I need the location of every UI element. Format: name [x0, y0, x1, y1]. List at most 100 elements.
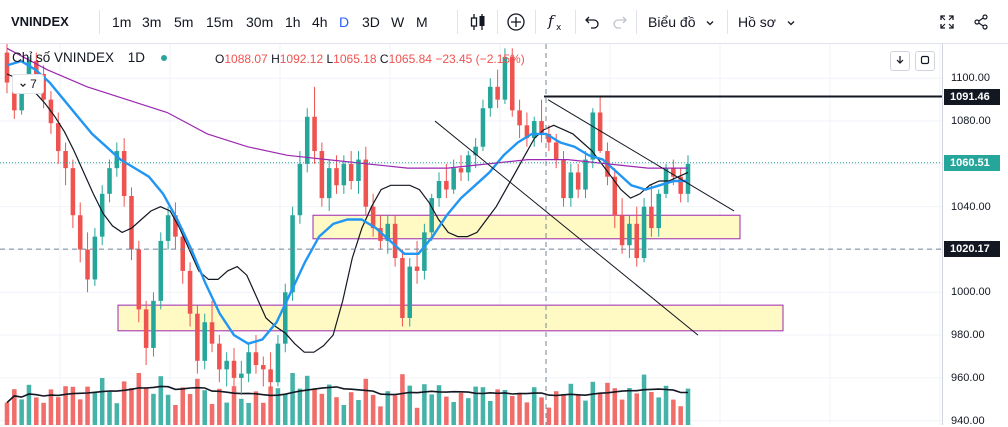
volume-bar: [546, 407, 552, 425]
volume-bar: [575, 395, 581, 425]
volume-bar: [524, 402, 530, 425]
volume-bar: [466, 398, 471, 425]
toolbar-divider: [575, 10, 576, 34]
interval-w[interactable]: W: [391, 14, 405, 30]
volume-bar: [85, 386, 90, 425]
volume-bar: [363, 378, 369, 425]
candle: [356, 159, 361, 181]
volume-bar: [34, 397, 39, 425]
volume-bar: [553, 391, 559, 425]
candle: [246, 352, 251, 374]
volume-ma-line: [6, 385, 688, 404]
volume-bar: [634, 393, 640, 425]
candle: [502, 56, 508, 100]
candle: [407, 266, 413, 318]
volume-bar: [107, 391, 112, 425]
volume-bar: [121, 381, 127, 425]
candle: [509, 56, 515, 111]
fullscreen-icon[interactable]: [936, 0, 958, 44]
indicators-collapse-button[interactable]: 7: [12, 74, 44, 94]
volume-bar: [187, 394, 193, 425]
profile-menu[interactable]: Hồ sơ: [738, 0, 796, 44]
candle: [290, 215, 295, 293]
interval-5m[interactable]: 5m: [174, 14, 194, 30]
volume-bar: [597, 393, 603, 425]
chart-type-menu[interactable]: Biểu đồ: [648, 0, 715, 44]
volume-bar: [114, 403, 120, 425]
volume-bar: [224, 402, 229, 425]
resistance-line-price-tag: 1091.46: [944, 88, 1000, 105]
chevron-down-icon: [19, 76, 27, 94]
volume-bar: [612, 388, 618, 425]
scroll-down-button[interactable]: [890, 51, 910, 71]
volume-bar: [458, 392, 464, 425]
volume-bar: [663, 385, 669, 425]
chevron-down-icon: [786, 1, 796, 45]
candle: [239, 373, 244, 378]
volume-bar: [473, 386, 478, 425]
volume-bar: [304, 375, 310, 425]
volume-bar: [239, 398, 244, 425]
interval-m[interactable]: M: [416, 14, 428, 30]
candle: [231, 360, 237, 378]
undo-icon[interactable]: [582, 0, 602, 44]
volume-bar: [671, 399, 676, 425]
volume-bar: [502, 390, 508, 425]
candle: [297, 163, 303, 216]
candle: [187, 270, 193, 314]
open-value: 1088.07: [224, 52, 268, 66]
candle: [627, 223, 632, 246]
volume-bar: [4, 402, 10, 425]
candle: [275, 343, 281, 383]
share-icon[interactable]: [970, 0, 992, 44]
volume-bar: [63, 386, 68, 425]
volume-bar: [531, 387, 537, 425]
volume-bar: [290, 373, 295, 425]
candle: [451, 168, 456, 190]
interval-3d[interactable]: 3D: [362, 14, 380, 30]
candle: [517, 110, 522, 126]
interval-1m[interactable]: 1m: [112, 14, 132, 30]
candle: [553, 142, 559, 160]
candle: [136, 249, 142, 310]
volume-bar: [173, 405, 178, 425]
reset-chart-button[interactable]: [915, 51, 935, 71]
svg-text:f: f: [547, 12, 556, 30]
profile-label: Hồ sơ: [738, 14, 776, 30]
interval-15m[interactable]: 15m: [206, 14, 234, 30]
price-tick-label: 940.00: [951, 414, 985, 427]
interval-4h[interactable]: 4h: [312, 14, 328, 30]
moving-average-line: [6, 47, 688, 169]
volume-bar: [605, 382, 610, 425]
symbol-search[interactable]: VNINDEX: [11, 14, 69, 29]
volume-bar: [378, 406, 383, 425]
candle: [99, 193, 105, 237]
toolbar-divider: [727, 10, 728, 34]
redo-icon[interactable]: [610, 0, 630, 44]
candle: [641, 206, 647, 259]
candle: [422, 232, 427, 271]
interval-30m[interactable]: 30m: [246, 14, 274, 30]
price-chart[interactable]: [0, 44, 942, 425]
candle: [656, 193, 661, 229]
chart-type-label: Biểu đồ: [648, 14, 696, 30]
candle: [77, 215, 83, 250]
candle: [158, 240, 164, 301]
interval-d[interactable]: D: [339, 14, 350, 30]
volume-bar: [129, 388, 134, 425]
candle: [378, 228, 383, 241]
volume-bar: [356, 400, 361, 425]
candle: [224, 360, 229, 370]
candle-style-icon[interactable]: [466, 0, 490, 44]
add-indicator-compare-icon[interactable]: [504, 0, 528, 44]
interval-3m[interactable]: 3m: [142, 14, 162, 30]
interval-1h[interactable]: 1h: [285, 14, 301, 30]
candle: [671, 168, 676, 177]
candle: [385, 223, 391, 241]
low-value: 1065.18: [333, 52, 377, 66]
volume-bar: [685, 388, 691, 425]
price-axis[interactable]: [942, 44, 1008, 425]
toolbar-divider: [535, 10, 536, 34]
volume-bar: [414, 407, 420, 425]
